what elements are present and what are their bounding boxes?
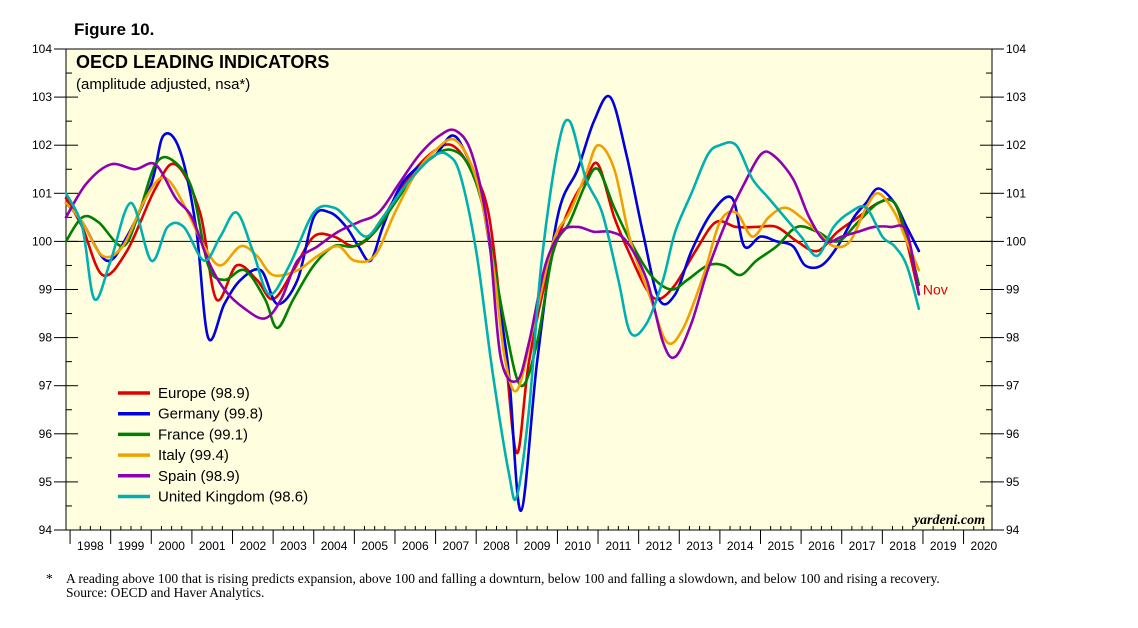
x-tick-label: 2002 [239, 539, 266, 553]
x-tick-label: 2000 [158, 539, 185, 553]
footnote-marker: * [46, 571, 53, 586]
footnote-text: A reading above 100 that is rising predi… [66, 571, 940, 586]
series-line-italy [64, 137, 921, 393]
y-tick-label-right: 104 [1006, 42, 1026, 56]
x-tick-label: 2015 [767, 539, 794, 553]
x-tick-label: 2006 [402, 539, 429, 553]
legend-label-italy: Italy (99.4) [158, 447, 229, 464]
series-lines [64, 94, 921, 513]
y-tick-label-right: 98 [1006, 331, 1020, 345]
y-tick-label-left: 100 [32, 234, 52, 248]
y-tick-label-right: 103 [1006, 90, 1026, 104]
y-tick-label-right: 102 [1006, 138, 1026, 152]
y-tick-label-right: 94 [1006, 523, 1020, 537]
x-tick-label: 2012 [646, 539, 673, 553]
legend-label-united-kingdom: United Kingdom (98.6) [158, 489, 308, 506]
x-axis: 1998 1999 2000 2001 2002 2003 2004 2005 2006 2007… [69, 526, 998, 553]
chart-title: OECD LEADING INDICATORS [76, 52, 329, 72]
y-tick-label-left: 96 [39, 427, 53, 441]
y-tick-label-right: 99 [1006, 283, 1020, 297]
x-tick-label: 2013 [686, 539, 713, 553]
figure-label: Figure 10. [74, 20, 154, 39]
y-axis-right: 94 95 96 97 98 99 100 101 102 103 104 [980, 42, 1026, 537]
series-line-united-kingdom [64, 118, 921, 502]
legend-label-spain: Spain (98.9) [158, 468, 240, 485]
chart-subtitle: (amplitude adjusted, nsa*) [76, 76, 250, 93]
x-tick-label: 2018 [889, 539, 916, 553]
x-tick-label: 2001 [199, 539, 226, 553]
x-tick-label: 2014 [727, 539, 754, 553]
x-tick-label: 2007 [443, 539, 470, 553]
x-tick-label: 2016 [808, 539, 835, 553]
annotation-nov: Nov [923, 282, 948, 298]
y-tick-label-left: 104 [32, 42, 52, 56]
legend-label-germany: Germany (99.8) [158, 406, 263, 423]
x-tick-label: 2019 [930, 539, 957, 553]
y-tick-label-right: 96 [1006, 427, 1020, 441]
y-tick-label-left: 101 [32, 186, 52, 200]
x-tick-label: 1999 [118, 539, 145, 553]
y-axis-left: 94 95 96 97 98 99 100 101 102 103 104 [32, 42, 78, 537]
y-tick-label-right: 97 [1006, 379, 1020, 393]
y-tick-label-left: 97 [39, 379, 53, 393]
y-tick-label-right: 100 [1006, 234, 1026, 248]
x-tick-label: 2005 [361, 539, 388, 553]
x-tick-label: 2003 [280, 539, 307, 553]
x-tick-label: 2008 [483, 539, 510, 553]
x-tick-label: 2020 [971, 539, 998, 553]
footnote-source: Source: OECD and Haver Analytics. [66, 585, 265, 600]
x-tick-label: 1998 [77, 539, 104, 553]
watermark: yardeni.com [912, 513, 985, 528]
x-tick-label: 2017 [849, 539, 876, 553]
legend: Europe (98.9) Germany (99.8) France (99.1)… [118, 385, 308, 506]
footnote: * A reading above 100 that is rising pre… [46, 571, 1010, 600]
y-tick-label-left: 98 [39, 331, 53, 345]
y-tick-label-left: 95 [39, 475, 53, 489]
x-tick-label: 2004 [321, 539, 348, 553]
y-tick-label-right: 95 [1006, 475, 1020, 489]
y-tick-label-left: 102 [32, 138, 52, 152]
series-line-france [64, 148, 921, 388]
series-line-spain [64, 128, 921, 383]
x-tick-label: 2009 [524, 539, 551, 553]
legend-label-france: France (99.1) [158, 426, 248, 443]
y-tick-label-left: 99 [39, 283, 53, 297]
x-tick-label: 2011 [605, 539, 631, 553]
y-tick-label-right: 101 [1006, 186, 1026, 200]
y-tick-label-left: 94 [39, 523, 53, 537]
legend-label-europe: Europe (98.9) [158, 385, 250, 402]
x-tick-label: 2010 [564, 539, 591, 553]
y-tick-label-left: 103 [32, 90, 52, 104]
